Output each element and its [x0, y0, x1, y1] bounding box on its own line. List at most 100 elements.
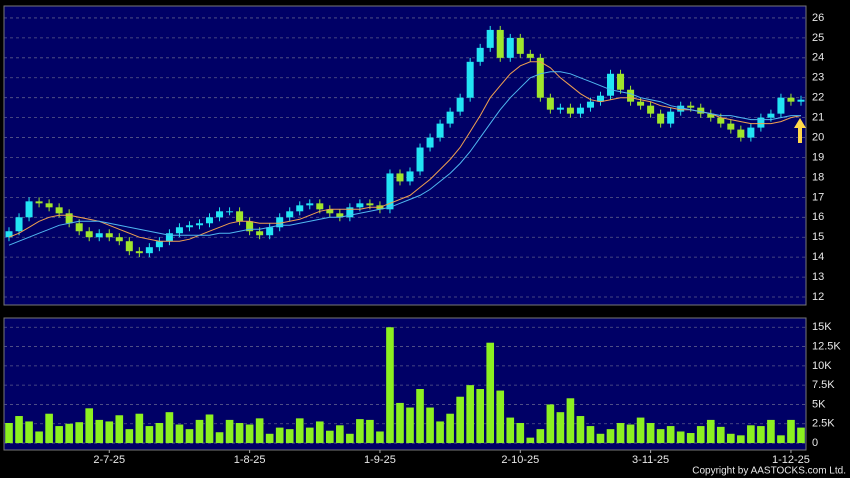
candle-body: [386, 173, 394, 210]
volume-bar: [155, 422, 164, 444]
volume-bar: [626, 424, 635, 444]
volume-bar: [75, 422, 83, 444]
candle-body: [546, 97, 554, 110]
candle-body: [707, 113, 715, 118]
volume-bar: [406, 407, 414, 444]
x-tick-label: 3-11-25: [632, 454, 669, 466]
volume-bar: [496, 390, 505, 444]
volume-bar: [386, 327, 394, 444]
candle-body: [65, 213, 73, 224]
candle-body: [667, 111, 675, 124]
volume-bar: [616, 422, 625, 444]
y-tick-label: 10K: [812, 360, 832, 372]
volume-bar: [245, 424, 254, 444]
candle-body: [125, 241, 133, 252]
volume-bar: [606, 429, 615, 444]
x-tick-label: 1-12-25: [772, 454, 810, 466]
volume-bar: [526, 437, 535, 444]
volume-bar: [446, 413, 454, 444]
candle-body: [25, 201, 33, 218]
candle-body: [45, 203, 53, 208]
y-tick-label: 13: [812, 271, 824, 283]
volume-bar: [195, 419, 204, 444]
candle-body: [266, 227, 274, 236]
candle-body: [5, 231, 13, 238]
candle-body: [195, 223, 203, 226]
volume-bar: [175, 424, 184, 444]
candle-body: [767, 113, 775, 118]
candle-body: [607, 73, 615, 96]
volume-bar: [15, 416, 23, 444]
candle-body: [586, 101, 594, 108]
volume-bar: [546, 404, 555, 444]
volume-bar: [366, 419, 374, 444]
volume-bar: [797, 427, 805, 444]
candle-body: [75, 223, 83, 232]
y-tick-label: 20: [812, 131, 824, 143]
volume-bar: [706, 419, 715, 444]
volume-bar: [265, 433, 274, 444]
candle-body: [185, 225, 193, 228]
volume-bar: [295, 418, 304, 444]
volume-bar: [145, 426, 154, 444]
volume-bar: [426, 407, 434, 444]
candle-body: [35, 201, 43, 204]
volume-bar: [696, 426, 705, 444]
candle-body: [466, 61, 474, 98]
y-tick-label: 19: [812, 151, 824, 163]
candle-body: [526, 53, 534, 58]
y-tick-label: 18: [812, 171, 824, 183]
candle-body: [105, 233, 113, 238]
volume-bar: [716, 426, 725, 444]
volume-bar: [135, 413, 144, 444]
volume-bar: [747, 425, 755, 444]
candle-body: [165, 233, 173, 242]
x-tick-label: 1-9-25: [364, 454, 396, 466]
y-tick-label: 5K: [812, 398, 826, 410]
candle-body: [456, 97, 464, 112]
y-tick-label: 12: [812, 291, 824, 303]
candle-body: [777, 97, 785, 114]
volume-bar: [396, 402, 404, 444]
volume-bar: [486, 342, 495, 444]
candle-body: [596, 95, 604, 102]
candle-body: [727, 123, 735, 130]
candle-body: [276, 217, 284, 228]
volume-bar: [45, 413, 53, 444]
candle-body: [476, 47, 484, 62]
y-tick-label: 0: [812, 437, 818, 449]
candle-body: [496, 29, 504, 58]
y-tick-label: 21: [812, 112, 824, 124]
candle-body: [446, 111, 454, 124]
volume-bar: [757, 426, 765, 444]
volume-bar: [55, 426, 63, 444]
volume-bar: [305, 427, 314, 444]
volume-bar: [185, 429, 194, 444]
volume-bar: [666, 426, 675, 444]
candle-body: [787, 97, 795, 102]
y-tick-label: 23: [812, 72, 824, 84]
candle-body: [486, 29, 494, 48]
y-tick-label: 15K: [812, 321, 832, 333]
y-tick-label: 7.5K: [812, 379, 835, 391]
ma-line: [8, 71, 801, 246]
volume-bar: [676, 431, 685, 444]
volume-bar: [767, 419, 775, 444]
volume-bar: [646, 422, 655, 444]
price-panel: [3, 5, 807, 306]
volume-bar: [65, 423, 73, 444]
candle-body: [286, 211, 294, 218]
volume-bar: [727, 433, 735, 444]
volume-bar: [215, 432, 224, 444]
x-tick-label: 1-8-25: [234, 454, 266, 466]
volume-bar: [476, 389, 484, 444]
volume-bar: [686, 433, 695, 444]
candle-body: [145, 247, 153, 254]
volume-bar: [35, 431, 43, 444]
candle-body: [296, 205, 304, 212]
volume-bar: [506, 417, 515, 444]
candle-body: [396, 173, 404, 182]
volume-bar: [536, 429, 545, 444]
candle-body: [256, 231, 264, 236]
volume-bar: [636, 417, 645, 444]
